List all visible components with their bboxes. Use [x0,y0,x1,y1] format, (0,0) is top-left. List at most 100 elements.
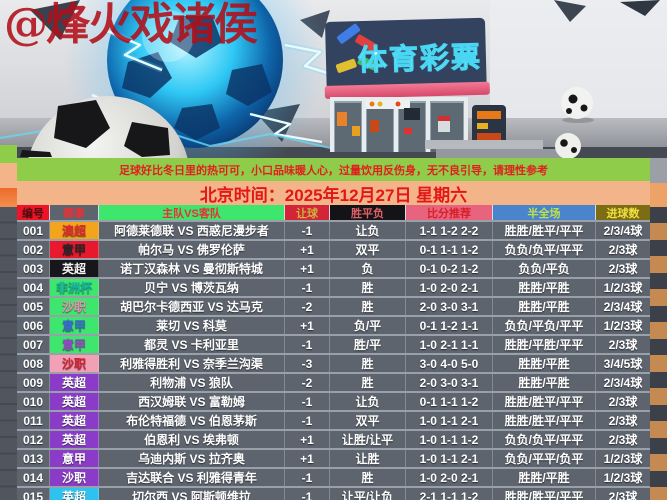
cell-score: 0-1 0-2 1-2 [406,260,493,277]
header-cell-score: 比分推荐 [406,205,493,221]
soccer-ball-small-icon [555,87,594,158]
cell-teams: 吉达联合 VS 利雅得青年 [99,469,285,486]
cell-number: 009 [17,374,50,391]
header-cell-number: 编号 [17,205,50,221]
table-row: 009 英超 利物浦 VS 狼队 -2 胜 2-0 3-0 3-1 胜胜/平胜 … [17,372,650,391]
cell-halffull: 胜胜/平胜 [493,279,596,296]
cell-score: 0-1 1-1 1-2 [406,241,493,258]
cell-goals: 2/3/4球 [603,376,643,390]
cell-wdl: 让负 [330,222,406,239]
cell-teams: 利雅得胜利 VS 奈季兰沟渠 [99,355,285,372]
cell-score: 2-0 3-0 3-1 [406,298,493,315]
cell-number: 003 [17,260,50,277]
cell-number: 006 [17,317,50,334]
cell-halffull: 胜胜/胜平/平平 [493,488,596,500]
league-badge: 英超 [50,431,99,448]
cell-teams: 阿德莱德联 VS 西惑尼漫步者 [99,222,285,239]
table-row: 012 英超 伯恩利 VS 埃弗顿 +1 让胜/让平 1-0 1-1 1-2 负… [17,429,650,448]
table-row: 003 英超 诺丁汉森林 VS 曼彻斯特城 +1 负 0-1 0-2 1-2 负… [17,258,650,277]
table-row: 014 沙职 吉达联合 VS 利雅得青年 -1 胜 1-0 2-0 2-1 胜胜… [17,467,650,486]
cell-handicap: -1 [285,336,330,353]
cell-halffull: 胜胜/胜平/平平 [493,412,596,429]
cell-teams: 诺丁汉森林 VS 曼彻斯特城 [99,260,285,277]
league-badge: 英超 [50,260,99,277]
cell-handicap: +1 [285,450,330,467]
league-badge: 意甲 [50,336,99,353]
cell-goals: 2/3/4球 [603,300,643,314]
table-row: 011 英超 布伦特福德 VS 伯恩茅斯 -1 双平 1-0 1-1 2-1 胜… [17,410,650,429]
cell-number: 005 [17,298,50,315]
header-cell-handicap: 让球 [285,205,330,221]
cell-wdl: 让胜/让平 [330,431,406,448]
cell-handicap: -1 [285,412,330,429]
cell-handicap: -1 [285,393,330,410]
header-cell-goals: 进球数 [596,205,650,221]
cell-handicap: +1 [285,317,330,334]
floor-edge [0,147,667,158]
cell-goals: 1/2/3球 [603,319,643,333]
cell-number: 015 [17,488,50,500]
league-badge: 英超 [50,393,99,410]
watermark: @烽火戏诸侯 [4,0,258,50]
cell-handicap: -1 [285,488,330,500]
cell-teams: 胡巴尔卡德西亚 VS 达马克 [99,298,285,315]
lottery-logo-icon [335,23,379,73]
header-cell-wdl: 胜平负 [330,205,406,221]
cell-goals: 2/3球 [608,490,638,500]
cell-number: 010 [17,393,50,410]
cell-wdl: 胜 [330,279,406,296]
cell-goals: 3/4/5球 [603,357,643,371]
table-row: 004 非洲杯 贝宁 VS 博茨瓦纳 -1 胜 1-0 2-0 2-1 胜胜/平… [17,277,650,296]
window-posters [337,108,450,136]
header-cell-halffull: 半全场 [493,205,596,221]
league-badge: 沙职 [50,469,99,486]
cell-teams: 西汉姆联 VS 富勒姆 [99,393,285,410]
cell-halffull: 胜胜/平胜/平平 [493,336,596,353]
cell-handicap: -1 [285,469,330,486]
cell-score: 1-0 1-1 2-1 [406,412,493,429]
cell-handicap: +1 [285,241,330,258]
date-banner: 北京时间：2025年12月27日 星期六 [17,181,650,205]
table-row: 015 英超 切尔西 VS 阿斯顿维拉 -1 让平/让负 2-1 1-1 1-2… [17,486,650,500]
cell-goals: 2/3球 [608,262,638,276]
cell-goals: 1/2/3球 [603,471,643,485]
table-row: 010 英超 西汉姆联 VS 富勒姆 -1 让负 0-1 1-1 1-2 胜胜/… [17,391,650,410]
cell-number: 013 [17,450,50,467]
cell-score: 1-0 2-0 2-1 [406,469,493,486]
cell-goals: 2/3球 [608,395,638,409]
cell-goals: 2/3球 [608,338,638,352]
cell-wdl: 让平/让负 [330,488,406,500]
table-row: 002 意甲 帕尔马 VS 佛罗伦萨 +1 双平 0-1 1-1 1-2 负负/… [17,239,650,258]
cell-score: 0-1 1-1 1-2 [406,393,493,410]
table-row: 013 意甲 乌迪内斯 VS 拉齐奥 +1 让胜 1-0 1-1 2-1 负负/… [17,448,650,467]
cell-halffull: 胜胜/胜平/平平 [493,393,596,410]
cell-handicap: +1 [285,260,330,277]
cell-teams: 利物浦 VS 狼队 [99,374,285,391]
cell-wdl: 胜 [330,374,406,391]
league-badge: 澳超 [50,222,99,239]
cell-teams: 乌迪内斯 VS 拉齐奥 [99,450,285,467]
table-rows: 001 澳超 阿德莱德联 VS 西惑尼漫步者 -1 让负 1-1 1-2 2-2… [17,220,650,500]
cell-number: 002 [17,241,50,258]
league-badge: 意甲 [50,241,99,258]
league-badge: 非洲杯 [50,279,99,296]
cell-number: 007 [17,336,50,353]
store-front: 体育彩票 [324,17,566,158]
cell-goals: 2/3球 [608,433,638,447]
league-badge: 英超 [50,412,99,429]
cell-wdl: 胜 [330,298,406,315]
table-header: 编号 赛事 主队VS客队 让球 胜平负 比分推荐 半全场 进球数 [17,205,650,221]
cell-score: 3-0 4-0 5-0 [406,355,493,372]
cell-handicap: +1 [285,431,330,448]
cell-handicap: -1 [285,279,330,296]
header-cell-league: 赛事 [50,205,99,221]
cell-teams: 都灵 VS 卡利亚里 [99,336,285,353]
cell-goals: 2/3/4球 [603,224,643,238]
league-badge: 沙职 [50,355,99,372]
cell-score: 1-1 1-2 2-2 [406,222,493,239]
league-badge: 沙职 [50,298,99,315]
cell-teams: 帕尔马 VS 佛罗伦萨 [99,241,285,258]
cell-number: 004 [17,279,50,296]
cell-halffull: 胜胜/平胜 [493,355,596,372]
